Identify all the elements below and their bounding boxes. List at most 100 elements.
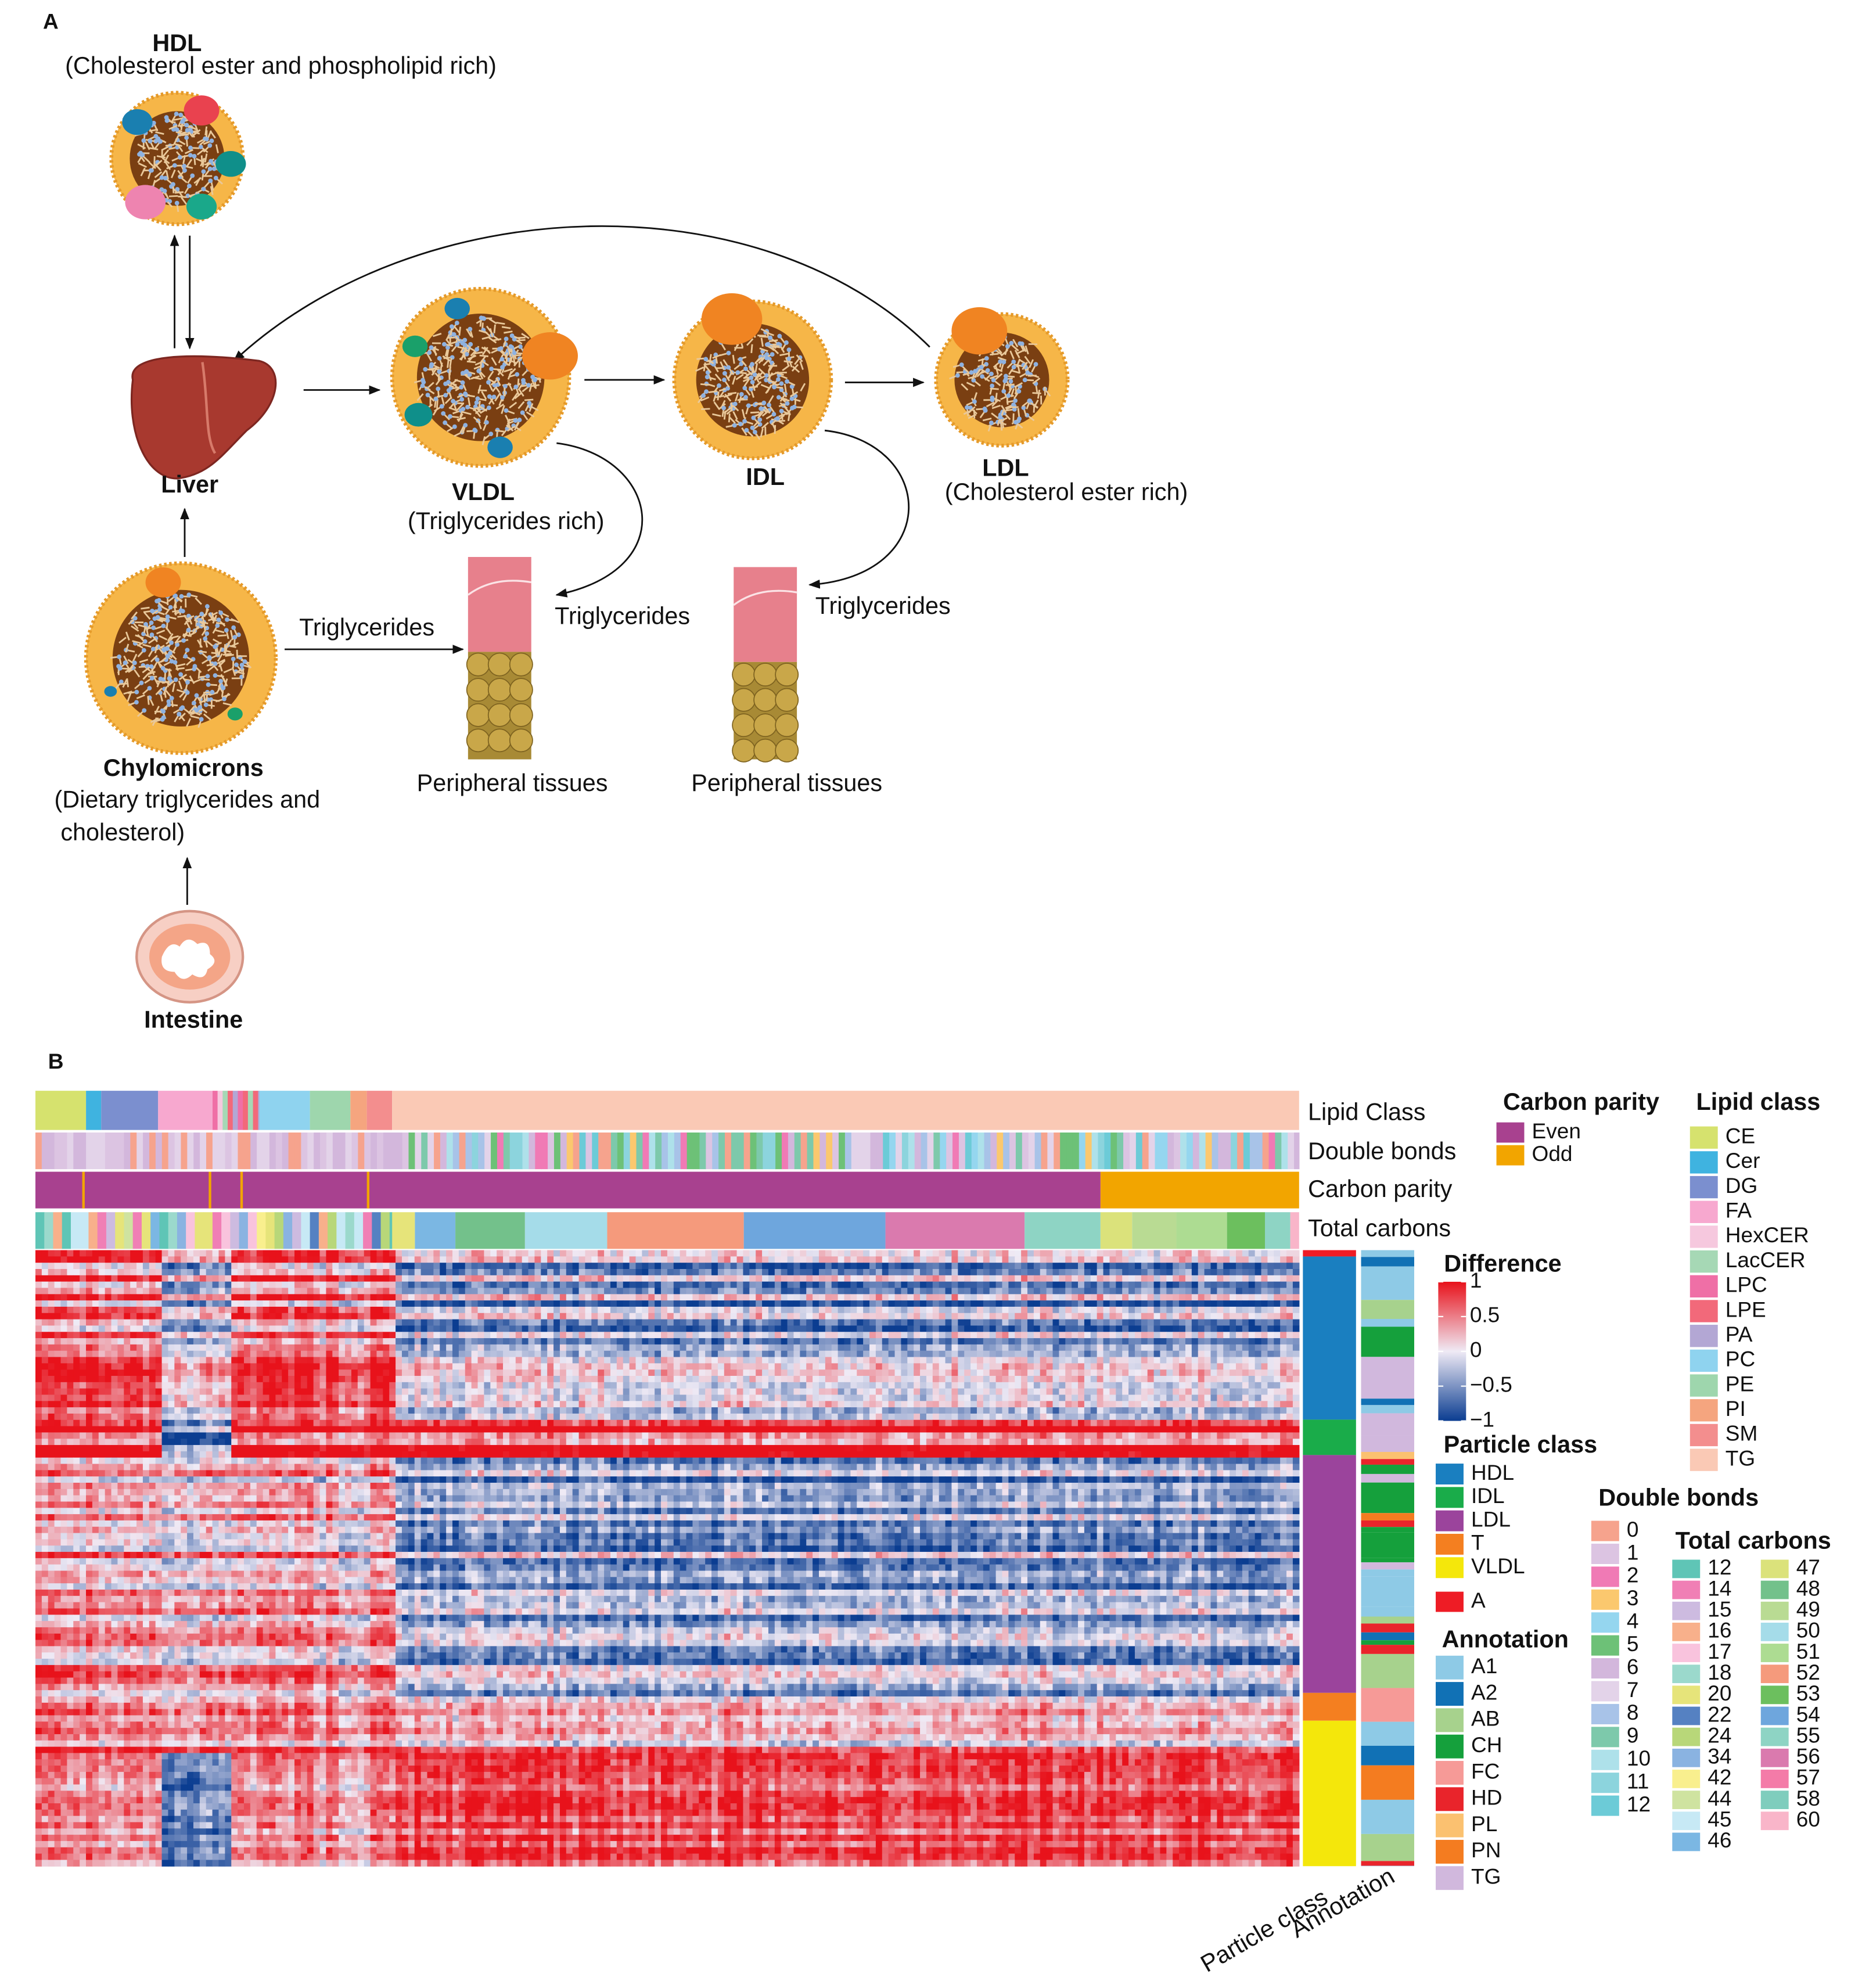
heatmap-cell xyxy=(958,1263,965,1270)
heatmap-cell xyxy=(477,1263,485,1270)
particle-lipid xyxy=(445,349,450,359)
heatmap-cell xyxy=(1059,1269,1066,1276)
heatmap-cell xyxy=(414,1294,422,1301)
heatmap-cell xyxy=(541,1332,548,1339)
heatmap-cell xyxy=(471,1313,479,1320)
particle-cholesterol xyxy=(764,355,769,361)
heatmap-cell xyxy=(35,1332,42,1339)
heatmap-cell xyxy=(1021,1325,1028,1332)
heatmap-cell xyxy=(1230,1294,1236,1301)
heatmap-cell xyxy=(995,1332,1003,1339)
heatmap-cell xyxy=(1090,1319,1098,1326)
heatmap-cell xyxy=(1078,1256,1085,1263)
lipid-class-cell xyxy=(217,1091,223,1130)
heatmap-cell xyxy=(484,1325,491,1332)
heatmap-cell xyxy=(522,1319,529,1326)
heatmap-cell xyxy=(1286,1281,1293,1289)
heatmap-cell xyxy=(578,1288,586,1295)
heatmap-cell xyxy=(1027,1269,1034,1276)
heatmap-cell xyxy=(168,1306,175,1314)
heatmap-cell xyxy=(762,1250,769,1257)
double-bonds-cell xyxy=(244,1132,251,1170)
heatmap-cell xyxy=(1267,1269,1274,1276)
heatmap-cell xyxy=(717,1250,725,1257)
heatmap-cell xyxy=(250,1306,257,1314)
heatmap-cell xyxy=(1090,1325,1098,1332)
heatmap-cell xyxy=(452,1300,459,1307)
particle-cholesterol xyxy=(969,370,974,375)
particle-cholesterol xyxy=(201,169,206,174)
heatmap-cell xyxy=(1040,1269,1047,1276)
heatmap-cell xyxy=(888,1300,896,1307)
heatmap-cell xyxy=(396,1294,402,1301)
heatmap-cell xyxy=(1267,1256,1274,1263)
particle-cholesterol xyxy=(520,410,525,415)
heatmap-cell xyxy=(976,1294,984,1301)
heatmap-cell xyxy=(243,1288,251,1295)
particle-lipid xyxy=(517,388,524,397)
heatmap-cell xyxy=(193,1288,200,1295)
heatmap-cell xyxy=(35,1325,42,1332)
heatmap-cell xyxy=(585,1250,592,1257)
particle-cholesterol xyxy=(164,118,170,123)
heatmap-cell xyxy=(60,1332,68,1339)
heatmap-cell xyxy=(396,1332,402,1339)
particle-cholesterol xyxy=(194,693,199,698)
heatmap-cell xyxy=(60,1313,68,1320)
heatmap-cell xyxy=(117,1263,124,1270)
double-bonds-cell xyxy=(1148,1132,1156,1170)
particle-cholesterol xyxy=(779,408,784,414)
heatmap-cell xyxy=(465,1263,472,1270)
heatmap-cell xyxy=(572,1313,580,1320)
heatmap-cell xyxy=(736,1281,744,1289)
heatmap-cell xyxy=(1078,1338,1085,1345)
heatmap-cell xyxy=(964,1300,971,1307)
organ-name: Liver xyxy=(161,471,218,498)
particle-lipid xyxy=(215,144,219,153)
heatmap-cell xyxy=(1274,1275,1281,1282)
heatmap-cell xyxy=(888,1332,896,1339)
heatmap-cell xyxy=(699,1306,706,1314)
heatmap-cell xyxy=(857,1319,864,1326)
heatmap-cell xyxy=(357,1263,365,1270)
heatmap-cell xyxy=(831,1306,839,1314)
heatmap-cell xyxy=(629,1306,637,1314)
heatmap-cell xyxy=(762,1319,769,1326)
heatmap-cell xyxy=(117,1256,124,1263)
heatmap-cell xyxy=(1217,1263,1224,1270)
double-bonds-cell xyxy=(680,1132,688,1170)
heatmap-cell xyxy=(559,1275,567,1282)
heatmap-cell xyxy=(869,1338,876,1345)
heatmap-cell xyxy=(1210,1256,1218,1263)
heatmap-cell xyxy=(408,1288,415,1295)
heatmap-cell xyxy=(1223,1332,1230,1339)
heatmap-cell xyxy=(300,1256,308,1263)
heatmap-cell xyxy=(1052,1319,1060,1326)
heatmap-cell xyxy=(433,1263,440,1270)
heatmap-cell xyxy=(1166,1300,1173,1307)
heatmap-cell xyxy=(920,1332,927,1339)
heatmap-cell xyxy=(553,1281,560,1289)
particle-cholesterol xyxy=(491,394,497,400)
heatmap-cell xyxy=(174,1325,181,1332)
heatmap-cell xyxy=(951,1306,958,1314)
double-bonds-cell xyxy=(826,1132,833,1170)
heatmap-cell xyxy=(193,1294,200,1301)
heatmap-cell xyxy=(914,1288,921,1295)
apolipoprotein xyxy=(522,332,578,380)
heatmap-cell xyxy=(680,1325,687,1332)
heatmap-cell xyxy=(1286,1288,1293,1295)
heatmap-cell xyxy=(1191,1319,1199,1326)
heatmap-cell xyxy=(1072,1338,1079,1345)
particle-cholesterol xyxy=(134,700,139,705)
heatmap-cell xyxy=(1046,1306,1054,1314)
heatmap-cell xyxy=(41,1281,49,1289)
particle-cholesterol xyxy=(475,347,480,352)
heatmap-cell xyxy=(446,1263,453,1270)
heatmap-cell xyxy=(705,1294,712,1301)
heatmap-cell xyxy=(1021,1300,1028,1307)
heatmap-cell xyxy=(1280,1256,1287,1263)
heatmap-cell xyxy=(932,1332,940,1339)
heatmap-cell xyxy=(60,1294,68,1301)
heatmap-cell xyxy=(396,1300,402,1307)
